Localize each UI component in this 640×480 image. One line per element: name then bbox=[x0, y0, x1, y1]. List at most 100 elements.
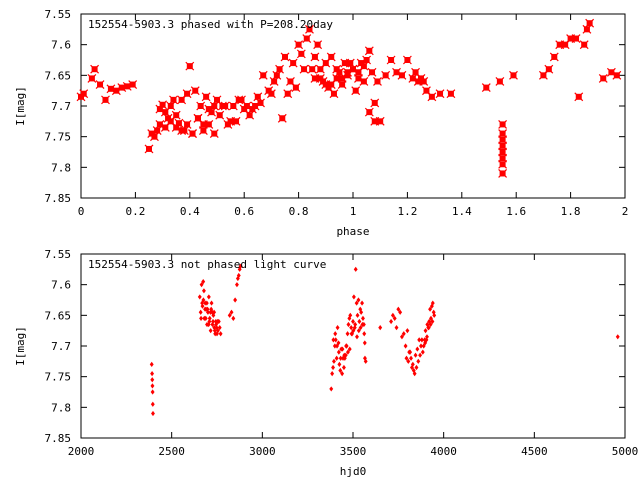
data-point bbox=[326, 52, 336, 62]
x-tick-label: 0.4 bbox=[180, 205, 200, 218]
x-tick-label: 2 bbox=[622, 205, 629, 218]
data-point bbox=[313, 40, 323, 50]
data-point bbox=[196, 101, 206, 111]
data-point bbox=[150, 377, 155, 383]
data-point bbox=[404, 355, 409, 361]
data-point bbox=[90, 64, 100, 74]
data-point bbox=[215, 318, 220, 325]
data-point bbox=[185, 61, 195, 71]
data-point bbox=[405, 328, 410, 334]
data-point bbox=[419, 337, 424, 343]
data-point bbox=[149, 361, 154, 367]
data-point bbox=[375, 116, 385, 126]
data-point bbox=[332, 64, 342, 74]
data-point bbox=[272, 70, 282, 80]
x-axis-title: hjd0 bbox=[340, 465, 367, 478]
data-point bbox=[231, 116, 241, 126]
data-point bbox=[87, 73, 97, 83]
data-point bbox=[425, 334, 429, 340]
data-point bbox=[198, 126, 208, 135]
x-tick-label: 1.8 bbox=[561, 205, 581, 218]
data-point bbox=[416, 358, 421, 364]
data-point bbox=[345, 58, 355, 68]
data-points bbox=[149, 263, 620, 417]
data-point bbox=[509, 70, 518, 80]
data-point bbox=[418, 352, 423, 358]
data-point bbox=[227, 312, 232, 318]
data-point bbox=[220, 101, 230, 111]
data-point bbox=[424, 337, 429, 343]
data-point bbox=[160, 107, 170, 117]
data-point bbox=[206, 294, 211, 300]
data-point bbox=[193, 113, 203, 123]
data-point bbox=[357, 318, 362, 325]
data-point bbox=[212, 325, 217, 331]
data-point bbox=[406, 358, 411, 364]
data-point bbox=[205, 306, 210, 312]
data-point bbox=[346, 321, 351, 328]
data-point bbox=[435, 89, 445, 99]
data-point bbox=[344, 343, 349, 349]
y-tick-label: 7.65 bbox=[45, 69, 72, 82]
data-point bbox=[204, 300, 209, 306]
data-point bbox=[356, 328, 361, 334]
y-tick-label: 7.6 bbox=[51, 279, 71, 292]
data-point bbox=[378, 325, 383, 331]
data-point bbox=[337, 361, 342, 367]
data-point bbox=[305, 24, 314, 34]
y-axis-title: I[mag] bbox=[14, 326, 27, 366]
data-point bbox=[215, 110, 225, 120]
data-point bbox=[155, 119, 165, 129]
data-point bbox=[218, 331, 223, 337]
data-point bbox=[182, 119, 192, 129]
data-point bbox=[362, 331, 367, 337]
data-point bbox=[128, 80, 138, 89]
data-point bbox=[353, 321, 358, 328]
data-point bbox=[428, 321, 433, 328]
x-tick-label: 1 bbox=[350, 205, 357, 218]
data-point bbox=[351, 328, 356, 334]
data-point bbox=[280, 52, 290, 62]
data-point bbox=[355, 312, 360, 318]
data-point bbox=[275, 64, 284, 74]
data-point bbox=[201, 279, 206, 285]
data-point bbox=[544, 64, 554, 74]
data-point bbox=[151, 410, 155, 417]
data-point bbox=[277, 113, 287, 123]
data-point bbox=[364, 107, 374, 117]
data-point bbox=[199, 315, 203, 321]
data-point bbox=[427, 92, 437, 102]
data-point bbox=[330, 371, 335, 377]
data-point bbox=[209, 300, 214, 306]
data-point bbox=[347, 315, 352, 321]
x-tick-label: 4500 bbox=[521, 445, 548, 458]
data-point bbox=[283, 89, 293, 99]
data-point bbox=[315, 64, 325, 74]
data-point bbox=[351, 86, 361, 96]
x-tick-label: 0.2 bbox=[125, 205, 145, 218]
data-point bbox=[358, 325, 363, 331]
x-tick-label: 1.6 bbox=[506, 205, 526, 218]
data-point bbox=[150, 389, 155, 395]
data-point bbox=[79, 89, 89, 99]
x-tick-label: 5000 bbox=[612, 445, 639, 458]
data-point bbox=[335, 325, 340, 331]
x-axis-title: phase bbox=[336, 225, 369, 238]
data-point bbox=[354, 300, 359, 306]
data-point bbox=[409, 364, 414, 371]
data-point bbox=[212, 328, 217, 334]
data-point bbox=[430, 318, 435, 325]
data-point bbox=[498, 119, 508, 129]
data-point bbox=[150, 401, 155, 407]
data-point bbox=[150, 132, 159, 142]
data-point bbox=[373, 77, 382, 86]
x-tick-label: 0 bbox=[78, 205, 85, 218]
data-point bbox=[396, 306, 401, 312]
data-point bbox=[361, 315, 365, 321]
data-point bbox=[574, 92, 584, 102]
data-point bbox=[207, 315, 212, 321]
data-point bbox=[211, 312, 216, 318]
data-point bbox=[582, 24, 592, 34]
